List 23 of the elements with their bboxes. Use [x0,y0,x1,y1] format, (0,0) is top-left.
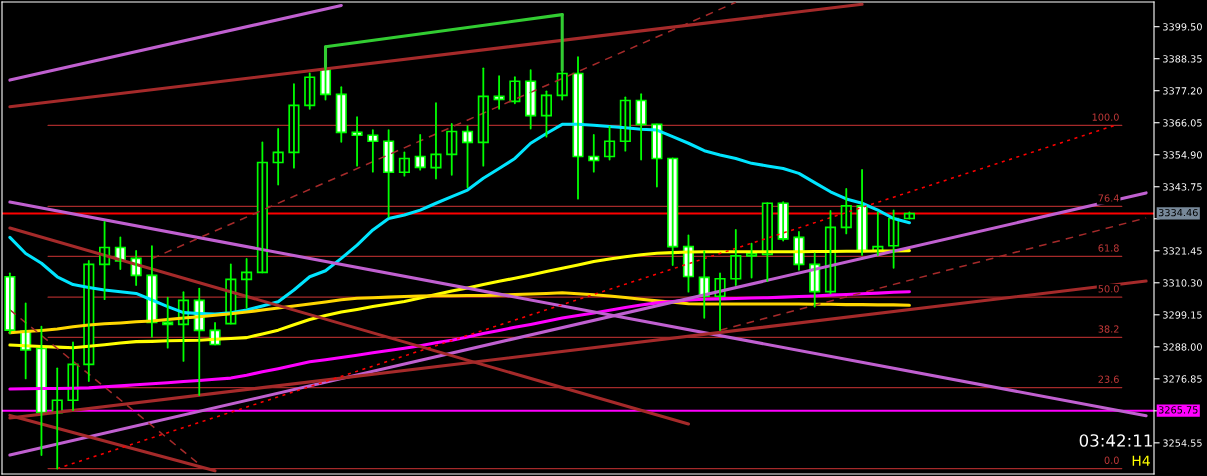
annotation: H4 [1132,455,1150,466]
annotation: 50.0 [1098,285,1119,293]
annotation: 38.2 [1098,325,1119,333]
annotation: 23.6 [1098,375,1119,383]
y-tick-label: 3377.20 [1163,87,1202,95]
y-tick-label: 3276.85 [1163,375,1202,383]
y-tick-label: 3354.90 [1163,151,1202,159]
y-tick-label: 3366.05 [1163,119,1202,127]
y-tick-label: 3288.00 [1163,343,1202,351]
y-tick-label: 3321.45 [1163,247,1202,255]
y-tick-label: 3310.30 [1163,279,1202,287]
annotation: 0.0 [1104,456,1119,464]
y-tick-label: 3388.35 [1163,55,1202,63]
ref-line-label: 3265.75 [1158,406,1198,414]
y-tick-label: 3343.75 [1163,183,1202,191]
annotation: 03:42:11 [1079,434,1152,447]
y-tick-label: 3299.15 [1163,311,1202,319]
ref-line-label: 3334.46 [1158,208,1198,217]
annotation: 76.4 [1098,194,1119,202]
y-tick-label: 3254.55 [1163,439,1202,447]
y-tick-label: 3399.50 [1163,23,1202,31]
annotation: 61.8 [1098,244,1119,252]
annotation: 100.0 [1092,113,1119,121]
